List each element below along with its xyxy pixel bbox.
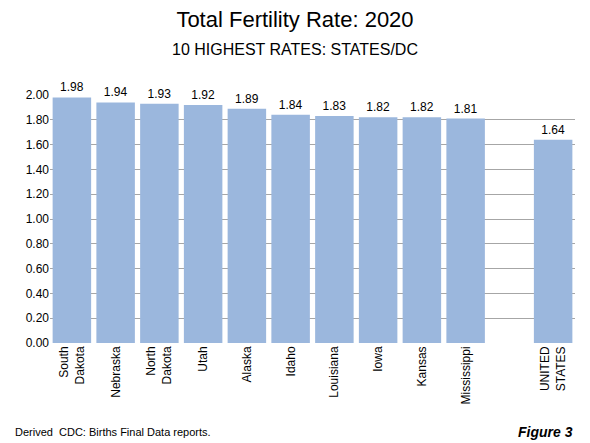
svg-text:1.92: 1.92 (191, 88, 215, 102)
svg-text:UNITEDSTATES: UNITEDSTATES (538, 346, 568, 391)
svg-text:Nebraska: Nebraska (109, 346, 123, 398)
svg-text:1.81: 1.81 (454, 102, 478, 116)
svg-text:0.40: 0.40 (26, 287, 50, 301)
svg-text:1.20: 1.20 (26, 187, 50, 201)
svg-text:Utah: Utah (196, 346, 210, 371)
svg-text:1.40: 1.40 (26, 163, 50, 177)
svg-text:0.20: 0.20 (26, 311, 50, 325)
svg-text:1.98: 1.98 (60, 80, 84, 94)
svg-text:1.83: 1.83 (323, 99, 347, 113)
svg-text:NorthDakota: NorthDakota (144, 346, 174, 384)
svg-text:Iowa: Iowa (371, 346, 385, 372)
svg-text:Derived CDC: Births Final Dat: Derived CDC: Births Final Data reports. (15, 426, 211, 438)
svg-text:1.89: 1.89 (235, 92, 259, 106)
svg-text:1.82: 1.82 (410, 100, 434, 114)
svg-text:1.00: 1.00 (26, 212, 50, 226)
svg-text:1.82: 1.82 (366, 100, 390, 114)
svg-text:Figure 3: Figure 3 (518, 424, 573, 440)
svg-text:0.80: 0.80 (26, 237, 50, 251)
svg-text:1.60: 1.60 (26, 138, 50, 152)
svg-text:Mississippi: Mississippi (459, 346, 473, 404)
svg-text:Alaska: Alaska (240, 346, 254, 382)
svg-text:Total Fertility Rate: 202010 H: Total Fertility Rate: 202010 HIGHEST RAT… (172, 7, 418, 59)
svg-text:Idaho: Idaho (284, 346, 298, 376)
svg-text:1.93: 1.93 (148, 87, 172, 101)
svg-text:0.60: 0.60 (26, 262, 50, 276)
svg-text:SouthDakota: SouthDakota (57, 346, 87, 384)
svg-text:Kansas: Kansas (415, 346, 429, 386)
svg-text:1.94: 1.94 (104, 85, 128, 99)
svg-text:1.80: 1.80 (26, 113, 50, 127)
svg-text:Louisiana: Louisiana (327, 346, 341, 398)
svg-text:2.00: 2.00 (26, 88, 50, 102)
svg-text:1.84: 1.84 (279, 98, 303, 112)
svg-text:0.00: 0.00 (26, 336, 50, 350)
svg-text:1.64: 1.64 (541, 123, 565, 137)
